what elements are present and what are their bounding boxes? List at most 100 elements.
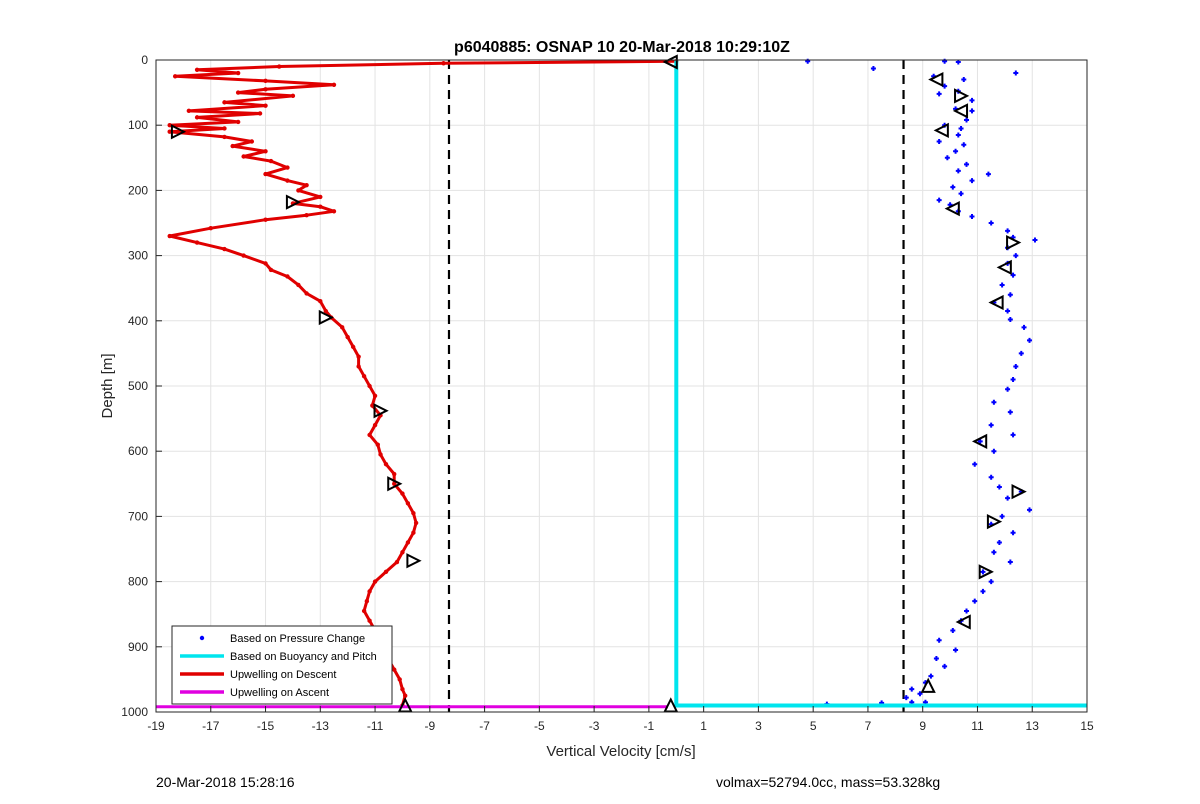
triangle-marker — [954, 88, 970, 104]
series-point — [400, 686, 405, 692]
y-tick-label: 500 — [128, 379, 148, 393]
series-point — [263, 78, 268, 84]
y-tick-label: 600 — [128, 444, 148, 458]
x-tick-label: -13 — [312, 719, 330, 733]
y-tick-label: 700 — [128, 509, 148, 523]
scatter-point — [1005, 386, 1011, 392]
scatter-point — [1032, 237, 1038, 243]
series-point — [340, 325, 345, 330]
series-point — [290, 93, 296, 99]
series-line — [168, 59, 677, 706]
triangle-marker — [663, 697, 679, 713]
x-tick-label: -3 — [589, 719, 600, 733]
triangle-marker — [996, 259, 1012, 275]
axis-ticks: -19 -17 -15 -13 -11 -9 -7 -5 -3 -1 1 3 5 7 9 11 13 150100… — [121, 53, 1094, 733]
series-point — [235, 119, 241, 125]
x-tick-label: -17 — [202, 719, 220, 733]
scatter-point — [964, 608, 970, 614]
triangle-marker — [170, 124, 187, 140]
series-point — [241, 253, 246, 258]
x-tick-label: 15 — [1080, 719, 1094, 733]
y-tick-label: 800 — [128, 575, 148, 589]
scatter-point — [996, 539, 1002, 545]
series-point — [367, 589, 372, 594]
footer-timestamp: 20-Mar-2018 15:28:16 — [156, 774, 295, 790]
triangle-marker — [1006, 234, 1022, 251]
scatter-point — [961, 77, 967, 83]
series-point — [167, 129, 172, 134]
data-series — [156, 58, 1087, 709]
scatter-point — [928, 673, 934, 679]
x-tick-label: -5 — [534, 719, 545, 733]
triangle-marker — [318, 309, 335, 326]
y-tick-label: 400 — [128, 314, 148, 328]
y-tick-label: 300 — [128, 249, 148, 263]
scatter-point — [969, 213, 975, 219]
scatter-point — [1013, 363, 1019, 369]
y-tick-label: 0 — [141, 53, 148, 67]
x-tick-label: -19 — [147, 719, 165, 733]
series-point — [304, 291, 309, 296]
scatter-point — [988, 579, 994, 585]
x-tick-label: -9 — [424, 719, 435, 733]
scatter-point — [988, 422, 994, 428]
scatter-point — [985, 171, 991, 177]
series-point — [350, 344, 356, 350]
x-tick-label: 3 — [755, 719, 762, 733]
series-point — [186, 108, 192, 114]
series-point — [331, 82, 337, 87]
scatter-point — [980, 569, 986, 575]
scatter-point — [936, 197, 942, 203]
scatter-point — [969, 108, 975, 114]
series-point — [285, 165, 290, 170]
scatter-point — [942, 663, 948, 669]
y-tick-label: 200 — [128, 183, 148, 197]
legend-swatch — [199, 635, 205, 641]
scatter-point — [953, 647, 959, 653]
scatter-point — [936, 637, 942, 643]
series-point — [230, 143, 235, 149]
x-tick-label: -15 — [257, 719, 275, 733]
series-point — [222, 134, 227, 140]
series-point — [361, 374, 367, 379]
series-point — [392, 481, 397, 486]
scatter-point — [999, 282, 1005, 288]
scatter-point — [909, 686, 915, 692]
triangle-marker — [373, 403, 389, 419]
series-point — [318, 194, 323, 200]
scatter-point — [944, 155, 950, 161]
y-tick-label: 900 — [128, 640, 148, 654]
scatter-point — [969, 178, 975, 184]
scatter-point — [991, 448, 997, 454]
legend-label: Upwelling on Descent — [230, 669, 336, 681]
series-point — [405, 540, 411, 545]
series-point — [383, 462, 389, 467]
series-point — [375, 442, 380, 447]
series-point — [235, 90, 241, 95]
series-point — [241, 154, 246, 159]
series-line — [674, 60, 1087, 708]
scatter-point — [961, 142, 967, 148]
x-tick-label: -7 — [479, 719, 490, 733]
series-point — [304, 182, 309, 188]
scatter-point — [936, 139, 942, 144]
series-point — [318, 204, 323, 209]
series-point — [402, 693, 408, 698]
series-point — [296, 282, 301, 288]
series-point — [167, 123, 172, 128]
x-axis-label: Vertical Velocity [cm/s] — [546, 743, 695, 760]
series-point — [364, 598, 370, 604]
x-tick-label: -1 — [644, 719, 655, 733]
scatter-point — [996, 484, 1002, 490]
series-point — [167, 233, 172, 239]
series-point — [257, 111, 263, 116]
series-point — [263, 87, 268, 92]
legend: Based on Pressure Change Based on Buoyanc… — [171, 625, 393, 705]
series-point — [222, 246, 227, 252]
scatter-point — [955, 168, 961, 174]
series-point — [400, 491, 405, 496]
scatter-point — [870, 65, 876, 71]
scatter-point — [1010, 376, 1016, 382]
series-point — [194, 67, 200, 72]
